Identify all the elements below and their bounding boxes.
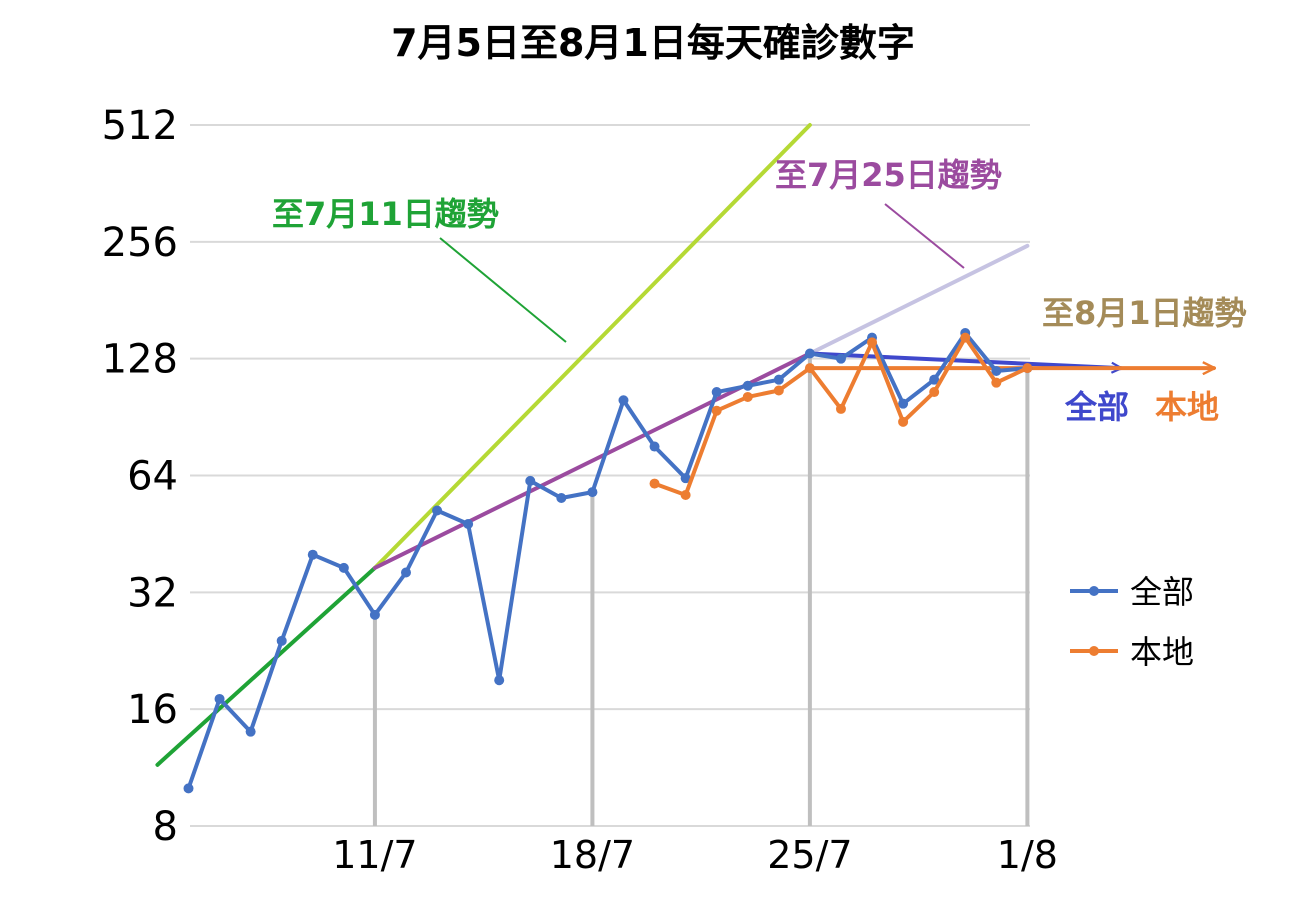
x-tick-label-1-8: 1/8 xyxy=(997,833,1058,877)
trend-line-4 xyxy=(807,351,1121,368)
series-local xyxy=(649,332,1033,501)
data-point-all-1 xyxy=(214,693,225,704)
x-tick-label-25-7: 25/7 xyxy=(767,833,852,877)
series-line-all xyxy=(186,331,1028,790)
x-tick-label-18-7: 18/7 xyxy=(550,833,635,877)
data-point-all-18 xyxy=(742,380,753,391)
data-point-all-14 xyxy=(618,395,629,406)
data-point-all-21 xyxy=(835,353,846,364)
annotation-arrow-local: 本地 xyxy=(1155,388,1219,426)
data-point-local-23 xyxy=(898,416,909,427)
y-tick-label-512: 512 xyxy=(102,103,178,149)
legend-label-local: 本地 xyxy=(1130,633,1194,671)
data-point-all-0 xyxy=(183,783,194,794)
data-point-local-27 xyxy=(1022,363,1033,374)
data-point-local-20 xyxy=(804,363,815,374)
trend-line-1 xyxy=(372,123,812,570)
annotation-arrow-all: 全部 xyxy=(1064,388,1129,426)
legend-label-all: 全部 xyxy=(1130,573,1194,611)
data-series xyxy=(183,328,1033,794)
y-tick-label-16: 16 xyxy=(127,687,178,733)
data-point-all-9 xyxy=(463,518,474,529)
data-point-local-25 xyxy=(960,332,971,343)
data-point-local-17 xyxy=(711,405,722,416)
grid xyxy=(190,124,1030,827)
y-axis-ticks: 8 16 32 64 128 256 512 xyxy=(102,103,178,850)
series-all xyxy=(183,328,1033,794)
data-point-local-26 xyxy=(991,377,1002,388)
data-point-local-19 xyxy=(773,385,784,396)
data-point-local-21 xyxy=(835,403,846,414)
data-point-all-3 xyxy=(276,635,287,646)
trend-line-3 xyxy=(807,243,1030,356)
data-point-all-24 xyxy=(929,374,940,385)
data-point-local-24 xyxy=(929,387,940,398)
legend-marker-local xyxy=(1089,646,1099,656)
data-point-all-8 xyxy=(432,505,443,516)
data-point-all-2 xyxy=(245,726,256,737)
data-point-all-10 xyxy=(494,675,505,686)
data-point-local-16 xyxy=(680,490,691,501)
data-point-local-18 xyxy=(742,391,753,402)
data-point-all-5 xyxy=(338,562,349,573)
annotation-leader-jul11 xyxy=(439,237,567,343)
trend-line-0 xyxy=(155,565,377,767)
data-point-all-20 xyxy=(804,348,815,359)
y-tick-label-128: 128 xyxy=(102,337,178,383)
data-point-all-7 xyxy=(400,567,411,578)
annotation-trend-aug1: 至8月1日趨勢 xyxy=(1042,294,1247,332)
legend: 全部 本地 xyxy=(1070,573,1194,671)
y-tick-label-64: 64 xyxy=(127,454,178,500)
legend-item-local: 本地 xyxy=(1070,633,1194,671)
y-tick-label-8: 8 xyxy=(153,804,178,850)
data-point-all-12 xyxy=(556,493,567,504)
x-axis-ticks: 11/7 18/7 25/7 1/8 xyxy=(332,833,1058,877)
x-tick-label-11-7: 11/7 xyxy=(332,833,417,877)
data-point-all-23 xyxy=(898,398,909,409)
data-point-all-17 xyxy=(711,387,722,398)
annotation-trend-jul11: 至7月11日趨勢 xyxy=(272,195,499,233)
data-point-all-6 xyxy=(369,609,380,620)
data-point-all-16 xyxy=(680,473,691,484)
y-tick-label-32: 32 xyxy=(127,570,178,616)
data-point-all-4 xyxy=(307,549,318,560)
annotation-leader-jul25 xyxy=(884,203,965,269)
data-point-all-15 xyxy=(649,441,660,452)
y-tick-label-256: 256 xyxy=(102,220,178,266)
data-point-all-26 xyxy=(991,365,1002,376)
legend-item-all: 全部 xyxy=(1070,573,1194,611)
data-point-local-22 xyxy=(867,337,878,348)
legend-marker-all xyxy=(1089,586,1099,596)
annotation-trend-jul25: 至7月25日趨勢 xyxy=(775,156,1002,194)
data-point-local-15 xyxy=(649,478,660,489)
data-point-all-13 xyxy=(587,487,598,498)
data-point-all-11 xyxy=(525,475,536,486)
data-point-all-19 xyxy=(773,374,784,385)
chart-title: 7月5日至8月1日每天確診數字 xyxy=(391,21,915,65)
